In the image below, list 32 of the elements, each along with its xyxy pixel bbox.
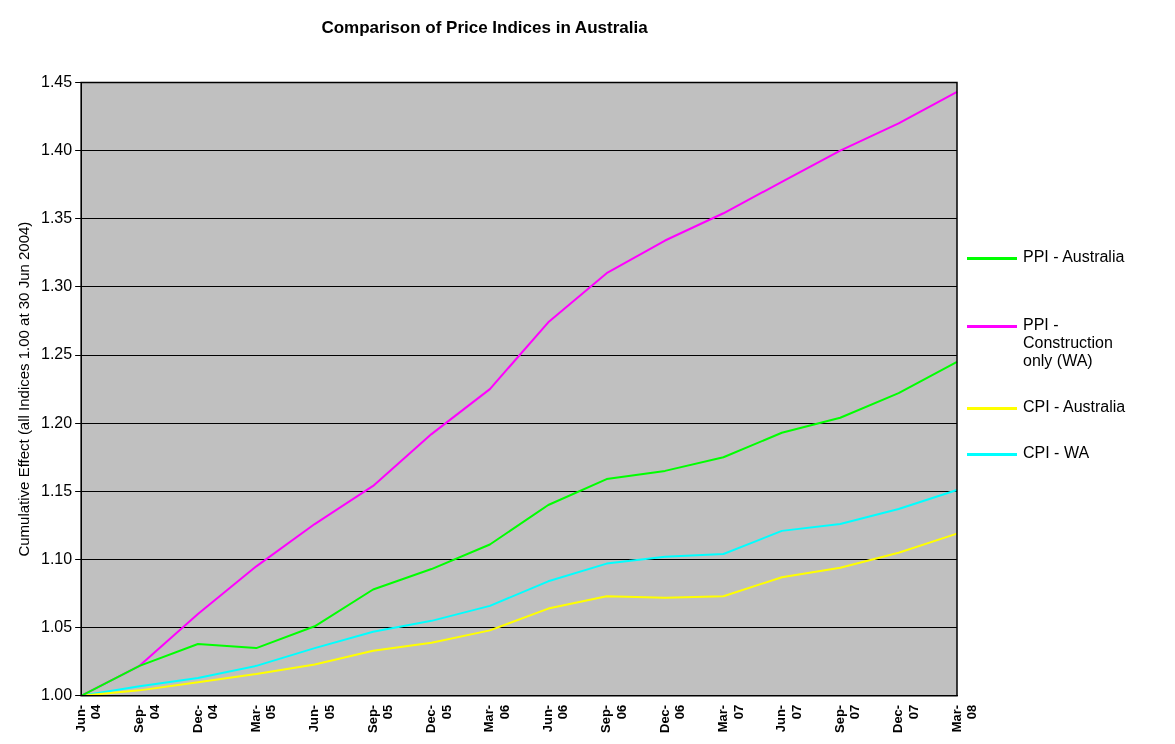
y-tick-label: 1.20 (41, 413, 73, 431)
y-tick-label: 1.10 (41, 549, 73, 567)
x-tick-label: Mar-08 (948, 704, 980, 733)
x-tick-label: Jun-05 (306, 704, 337, 733)
x-tick-label: Mar-07 (715, 704, 746, 733)
y-tick-label: 1.15 (41, 481, 73, 499)
legend-label: PPI - Construction only (WA) (1023, 316, 1114, 370)
y-tick-label: 1.45 (41, 72, 73, 90)
legend-label: PPI - Australia (1023, 248, 1126, 266)
x-tick-label: Dec-04 (189, 704, 221, 734)
x-tick-label: Sep-06 (598, 704, 629, 733)
y-tick-label: 1.25 (41, 345, 73, 363)
x-tick-label: Dec-06 (656, 704, 688, 734)
y-tick-label: 1.05 (41, 618, 73, 636)
y-tick-label: 1.00 (41, 686, 73, 704)
y-tick-label: 1.30 (41, 277, 73, 295)
x-tick-label: Sep-04 (131, 704, 162, 733)
x-tick-label: Jun-06 (539, 704, 571, 733)
chart-title: Comparison of Price Indices in Australia (321, 17, 649, 37)
x-tick-label: Jun-04 (72, 704, 104, 733)
x-tick-label: Sep-05 (364, 704, 396, 733)
y-axis-title: Cumulative Effect (all Indices 1.00 at 30 Jun 2004) (15, 221, 33, 557)
x-tick-label: Mar-05 (247, 704, 279, 733)
x-tick-label: Dec-07 (890, 704, 921, 734)
legend-label: CPI - Australia (1023, 398, 1127, 416)
y-tick-label: 1.35 (41, 209, 73, 227)
x-tick-label: Jun-07 (773, 704, 805, 733)
legend-label: CPI - WA (1023, 444, 1091, 462)
y-tick-label: 1.40 (41, 140, 73, 158)
x-tick-label: Sep-07 (831, 704, 863, 733)
x-tick-label: Mar-06 (481, 704, 513, 733)
x-tick-label: Dec-05 (423, 704, 454, 734)
